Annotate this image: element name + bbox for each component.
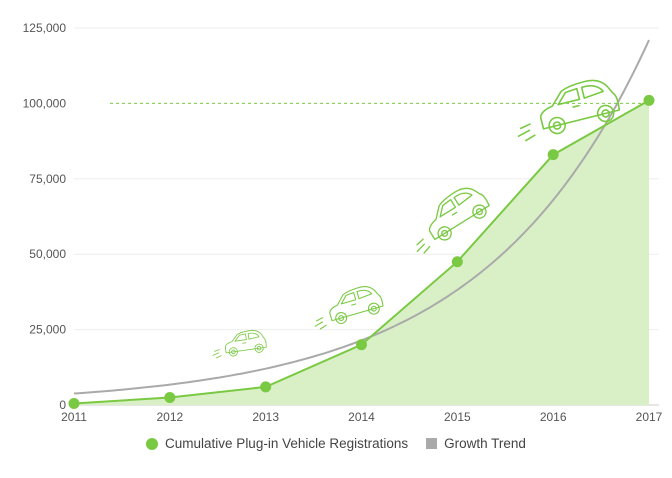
data-point[interactable] [547,149,559,161]
legend-label-registrations: Cumulative Plug-in Vehicle Registrations [165,436,409,451]
x-tick-label: 2015 [444,410,471,424]
legend-item-growth-trend[interactable]: Growth Trend [426,436,526,451]
legend-marker-growth-trend [426,438,438,449]
legend-item-registrations[interactable]: Cumulative Plug-in Vehicle Registrations [146,436,408,451]
series-area-registrations [74,100,649,406]
y-tick-label: 100,000 [23,96,67,110]
y-tick-label: 125,000 [23,21,67,35]
x-tick-label: 2013 [252,410,279,424]
data-point[interactable] [260,381,272,393]
data-point[interactable] [643,94,655,106]
car-decorations [212,79,621,359]
x-tick-label: 2012 [156,410,183,424]
car-icon [517,79,621,142]
y-tick-label: 50,000 [29,247,66,261]
car-icon [212,330,267,359]
data-points [68,94,655,409]
data-point[interactable] [68,397,80,409]
x-tick-label: 2014 [348,410,375,424]
legend: Cumulative Plug-in Vehicle Registrations… [0,436,672,451]
x-tick-label: 2017 [636,410,663,424]
y-tick-label: 75,000 [29,172,66,186]
y-axis-tick-labels: 0 25,000 50,000 75,000 100,000 125,000 [23,21,67,412]
car-icon [314,285,384,330]
y-tick-label: 25,000 [29,323,66,337]
car-icon [416,187,490,254]
x-tick-label: 2011 [61,410,87,424]
data-point[interactable] [164,391,176,403]
y-tick-label: 0 [59,398,66,412]
legend-label-growth-trend: Growth Trend [444,436,526,451]
legend-marker-registrations [146,437,159,450]
x-tick-label: 2016 [540,410,567,424]
x-axis-tick-labels: 2011 2012 2013 2014 2015 2016 2017 [61,410,663,424]
data-point[interactable] [356,339,367,351]
data-point[interactable] [451,256,463,268]
